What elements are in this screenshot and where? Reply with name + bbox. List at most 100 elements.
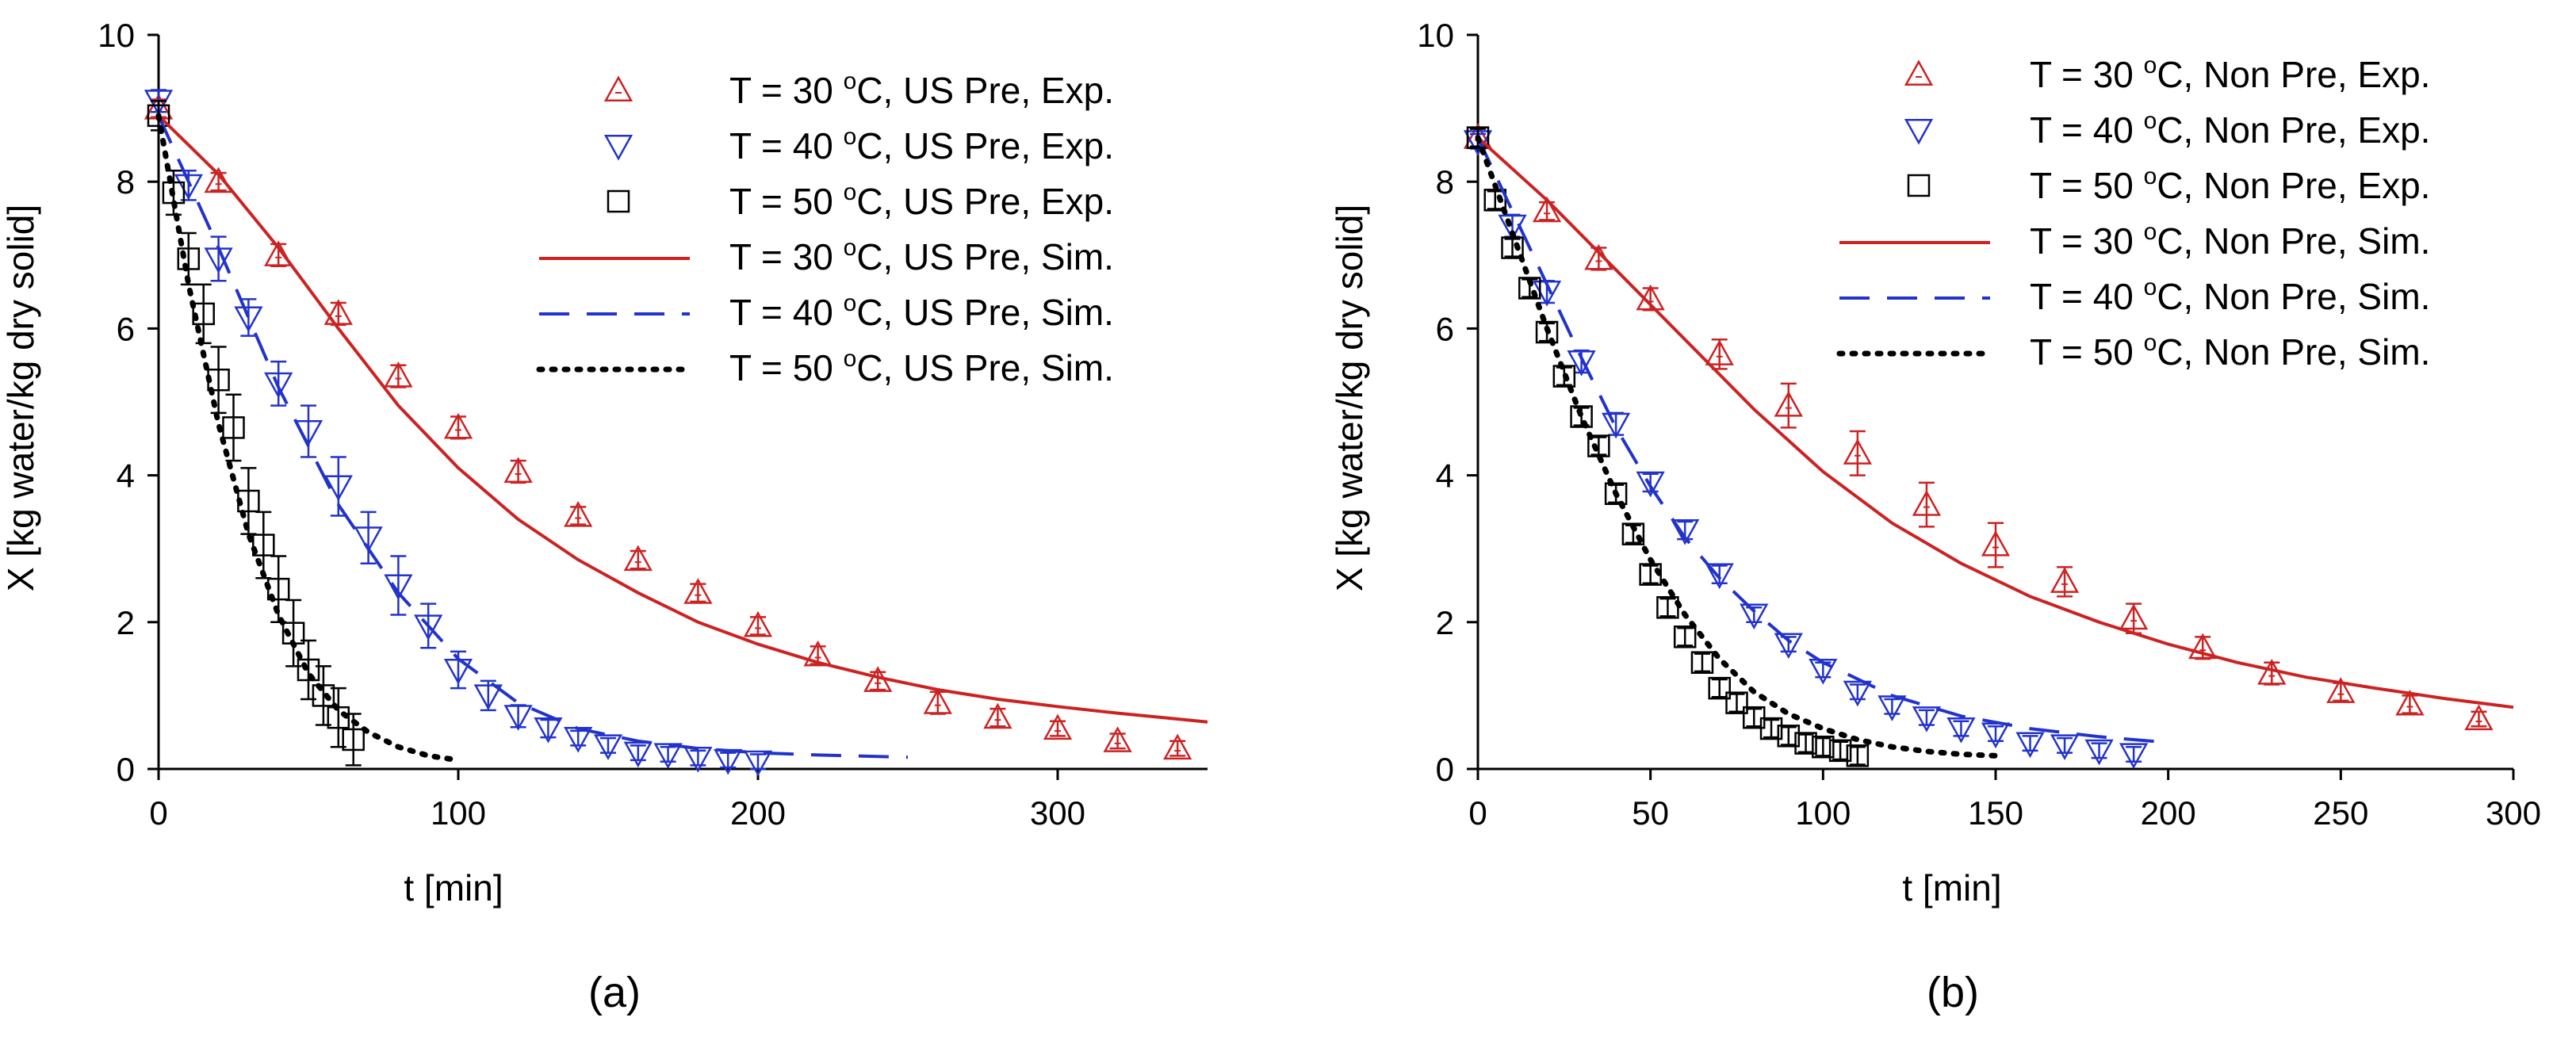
- panel-b-xtick-label: 250: [2313, 794, 2368, 832]
- panel-a-point: [354, 526, 383, 553]
- panel-a-point: [384, 574, 413, 601]
- panel-a-legend-entry-0: T = 30 oC, US Pre, Exp.: [603, 68, 1114, 111]
- panel-a-point: [743, 750, 773, 777]
- panel-a-point: [342, 728, 365, 752]
- panel-b-point: [1570, 405, 1593, 428]
- panel-a-point: [653, 743, 683, 770]
- panel-b-legend-label: T = 40 oC, Non Pre, Sim.: [2030, 274, 2430, 317]
- panel-b-ytick-label: 2: [1436, 604, 1454, 641]
- panel-a-point: [264, 372, 293, 399]
- panel-b-point: [2084, 739, 2114, 766]
- panel-a-sim-line-4: [157, 115, 909, 759]
- panel-b-point: [1774, 391, 1803, 417]
- panel-b-point: [1673, 625, 1697, 648]
- panel-a-legend-label: T = 50 oC, US Pre, Sim.: [729, 346, 1114, 388]
- panel-b-legend-entry-4: T = 40 oC, Non Pre, Sim.: [1839, 274, 2430, 317]
- panel-b-ylabel: X [kg water/kg dry solid]: [1329, 205, 1370, 591]
- panel-a-legend-label: T = 30 oC, US Pre, Exp.: [729, 68, 1114, 111]
- panel-a-legend-entry-5: T = 50 oC, US Pre, Sim.: [536, 346, 1114, 388]
- panel-b-point: [1567, 350, 1596, 377]
- panel-a-point: [503, 457, 533, 484]
- panel-a-point: [323, 475, 353, 502]
- panel-b: t [min] X [kg water/kg dry solid] (b) 0 5…: [1329, 17, 2541, 1016]
- panel-b-legend-entry-5: T = 50 oC, Non Pre, Sim.: [1836, 330, 2430, 373]
- panel-b-legend-label: T = 30 oC, Non Pre, Sim.: [2030, 219, 2430, 262]
- panel-a-point: [147, 104, 170, 128]
- panel-b-point: [1794, 732, 1817, 755]
- panel-b-label: (b): [1927, 969, 1979, 1016]
- panel-a-xlabel: t [min]: [404, 867, 503, 908]
- panel-a-point: [623, 741, 653, 768]
- panel-b-point: [2015, 732, 2045, 759]
- panel-b-point: [2119, 743, 2149, 770]
- panel-a-point: [234, 306, 263, 333]
- panel-a-legend-entry-1: T = 40 oC, US Pre, Exp.: [603, 124, 1114, 166]
- panel-b-ytick-label: 0: [1436, 751, 1454, 788]
- panel-a-series-4: [157, 115, 909, 759]
- panel-b-legend-label: T = 50 oC, Non Pre, Exp.: [2030, 163, 2430, 206]
- panel-a-point: [983, 702, 1012, 729]
- panel-a-legend-label: T = 40 oC, US Pre, Exp.: [729, 124, 1114, 166]
- panel-a-point: [1163, 733, 1192, 760]
- panel-b-xtick-label: 50: [1632, 794, 1669, 832]
- panel-a-point: [534, 717, 563, 744]
- panel-b-point: [1846, 744, 1870, 767]
- panel-b-point: [1946, 717, 1976, 744]
- panel-b-point: [1535, 320, 1559, 344]
- panel-b-point: [1774, 633, 1803, 660]
- panel-a-point: [473, 684, 503, 710]
- panel-b-series-4: [1476, 136, 2168, 744]
- panel-a-point: [623, 545, 653, 572]
- panel-a-point: [683, 578, 713, 604]
- panel-a-legend-entry-4: T = 40 oC, US Pre, Sim.: [539, 290, 1114, 333]
- panel-a-point: [1103, 726, 1132, 752]
- panel-a-ytick-label: 10: [98, 17, 135, 54]
- panel-a-legend-label: T = 50 oC, US Pre, Exp.: [729, 179, 1114, 222]
- panel-a-legend-label: T = 30 oC, US Pre, Sim.: [729, 235, 1114, 277]
- panel-a-xtick-label: 0: [149, 794, 167, 832]
- panel-b-point: [1843, 680, 1872, 707]
- panel-b-point: [1532, 196, 1562, 223]
- panel-b-point: [1740, 603, 1769, 630]
- panel-a-ytick-label: 2: [117, 604, 135, 641]
- panel-b-point: [1604, 482, 1628, 505]
- panel-a-sim-line-3: [157, 114, 1208, 724]
- panel-b-point: [1828, 739, 1852, 763]
- panel-b-point: [1725, 691, 1748, 714]
- panel-a-legend-marker: [607, 189, 630, 213]
- panel-b-point: [1708, 676, 1731, 700]
- panel-a-ylabel: X [kg water/kg dry solid]: [0, 205, 41, 591]
- panel-b-point: [1981, 530, 2011, 557]
- panel-a-series-3: [157, 114, 1208, 724]
- panel-b-point: [1518, 277, 1541, 300]
- panel-a-legend-label: T = 40 oC, US Pre, Sim.: [729, 290, 1114, 333]
- panel-b-point: [1812, 735, 1835, 759]
- panel-b-point: [2464, 704, 2494, 731]
- panel-b-point: [1759, 717, 1783, 740]
- panel-a-point: [743, 610, 773, 637]
- panel-b-legend-label: T = 50 oC, Non Pre, Sim.: [2030, 330, 2430, 373]
- panel-b-sim-line-3: [1476, 136, 2514, 710]
- panel-b-ytick-label: 4: [1436, 457, 1454, 495]
- panel-b-point: [1777, 725, 1801, 748]
- panel-b-legend-label: T = 40 oC, Non Pre, Exp.: [2030, 108, 2430, 151]
- panel-b-series-2: [1466, 126, 1870, 767]
- panel-a-ytick-label: 6: [117, 310, 135, 347]
- panel-a-point: [297, 658, 320, 682]
- panel-b-xlabel: t [min]: [1902, 867, 2001, 908]
- panel-b-point: [1636, 471, 1665, 498]
- panel-a-point: [222, 416, 245, 439]
- panel-b-series-3: [1476, 136, 2514, 710]
- panel-a-legend-entry-3: T = 30 oC, US Pre, Sim.: [539, 235, 1114, 277]
- panel-a-point: [252, 534, 275, 557]
- panel-b-xtick-label: 200: [2141, 794, 2196, 832]
- panel-b-point: [1671, 519, 1700, 545]
- panel-b-legend-marker: [1904, 118, 1934, 145]
- panel-a-point: [384, 361, 413, 388]
- panel-a-point: [503, 705, 533, 731]
- panel-a-ytick-label: 0: [117, 751, 135, 788]
- panel-b-point: [1705, 339, 1734, 365]
- panel-a-point: [593, 734, 623, 760]
- panel-b-point: [2188, 633, 2218, 660]
